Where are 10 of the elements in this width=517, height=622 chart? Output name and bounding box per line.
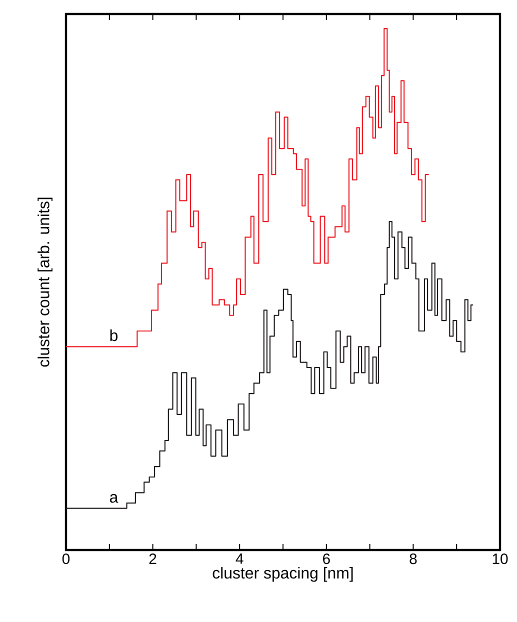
- x-tick-label: 8: [410, 554, 417, 564]
- x-tick-label: 0: [62, 554, 70, 564]
- series-label: b: [110, 329, 118, 342]
- x-tick-label: 4: [236, 554, 244, 564]
- x-tick-label: 10: [492, 554, 508, 564]
- y-axis-title: cluster count [arb. units]: [38, 198, 52, 367]
- x-tick-label: 6: [323, 554, 330, 564]
- x-axis-title: cluster spacing [nm]: [212, 566, 353, 582]
- series-label: a: [110, 494, 118, 503]
- x-tick-label: 2: [149, 554, 156, 564]
